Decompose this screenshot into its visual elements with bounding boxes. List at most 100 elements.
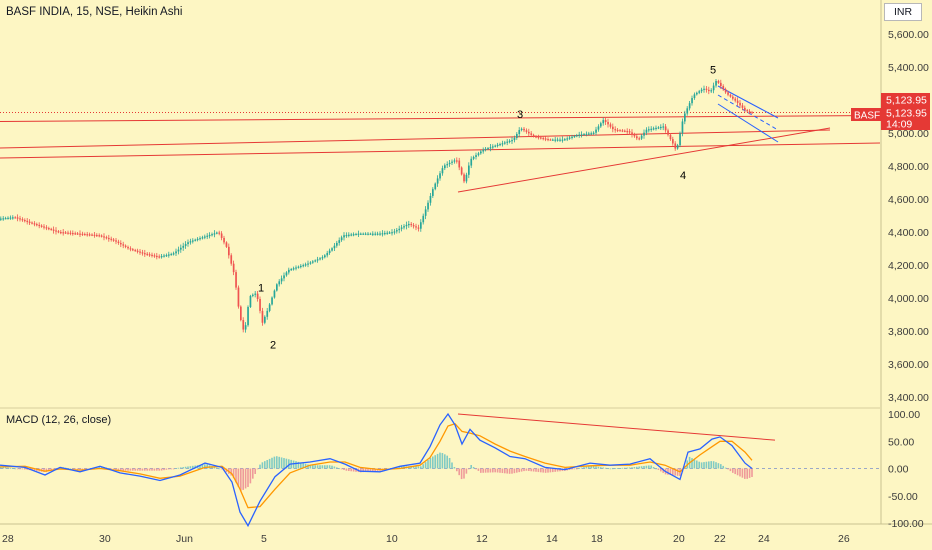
candle: [559, 139, 561, 141]
macd-histogram-bar: [177, 467, 180, 469]
candle: [566, 138, 569, 140]
macd-histogram-bar: [748, 468, 751, 478]
macd-histogram-bar: [660, 468, 662, 472]
channel-upper[interactable]: [717, 85, 779, 119]
macd-histogram-bar: [460, 468, 463, 480]
macd-histogram-bar: [398, 466, 400, 469]
time-axis-tick: 28: [2, 533, 14, 545]
price-axis-tick: 5,600.00: [888, 29, 929, 41]
candle: [40, 225, 43, 227]
candle: [206, 235, 209, 237]
macd-histogram-bar: [297, 461, 300, 469]
macd-histogram-bar: [696, 460, 698, 469]
macd-histogram-bar: [590, 465, 592, 469]
macd-histogram-bar: [717, 463, 720, 469]
candle: [266, 310, 269, 317]
macd-histogram-bar: [230, 468, 232, 476]
macd-histogram-bar: [316, 465, 319, 469]
candle: [348, 234, 350, 236]
candle: [648, 129, 650, 131]
candle: [357, 233, 360, 235]
macd-histogram-bar: [571, 468, 573, 470]
macd-histogram-bar: [436, 453, 439, 469]
macd-histogram-bar: [578, 468, 580, 469]
macd-histogram-bar: [504, 468, 506, 474]
candle: [672, 139, 674, 144]
macd-histogram-bar: [136, 468, 139, 471]
candle: [290, 269, 293, 271]
macd-histogram-bar: [458, 468, 460, 476]
candle: [472, 156, 475, 159]
macd-histogram-bar: [616, 468, 619, 469]
macd-histogram-bar: [33, 468, 36, 471]
macd-histogram-bar: [199, 464, 201, 469]
macd-histogram-bar: [669, 468, 672, 475]
macd-histogram-bar: [523, 468, 525, 472]
candle: [664, 126, 667, 131]
macd-histogram-bar: [501, 468, 504, 474]
candle: [528, 131, 530, 134]
candle: [741, 105, 744, 108]
macd-histogram-bar: [189, 466, 192, 469]
candle: [564, 139, 566, 141]
macd-histogram-bar: [364, 468, 367, 472]
trendline[interactable]: [0, 115, 881, 122]
macd-histogram-bar: [556, 468, 559, 472]
candle: [336, 242, 338, 246]
candle: [477, 153, 480, 156]
time-axis-tick: 30: [99, 533, 111, 545]
candle: [33, 223, 36, 225]
candle: [468, 165, 470, 175]
candle: [223, 237, 225, 243]
time-axis-tick: 22: [714, 533, 726, 545]
candle: [189, 241, 192, 243]
candle: [657, 127, 660, 129]
macd-histogram-bar: [506, 468, 508, 474]
candle: [324, 255, 326, 258]
channel-mid[interactable]: [717, 94, 779, 131]
macd-histogram-bar: [446, 455, 448, 469]
price-axis-tick: 3,400.00: [888, 392, 929, 404]
macd-histogram-bar: [2, 467, 4, 469]
macd-histogram-bar: [609, 468, 612, 470]
trendline[interactable]: [457, 127, 831, 193]
macd-histogram-bar: [165, 468, 168, 470]
macd-histogram-bar: [516, 468, 518, 473]
trendline[interactable]: [0, 142, 881, 159]
candle: [132, 249, 134, 251]
last-price-text: 5,123.95: [886, 95, 927, 107]
macd-histogram-bar: [168, 468, 170, 470]
candle: [14, 217, 17, 219]
macd-histogram-bar: [662, 468, 664, 473]
symbol-badge: [851, 108, 881, 121]
candle: [136, 250, 139, 252]
channel-lower[interactable]: [717, 103, 779, 143]
candle: [734, 98, 737, 101]
candle: [350, 234, 353, 236]
candle: [309, 262, 312, 264]
macd-histogram-bar: [619, 467, 621, 469]
candle: [124, 245, 127, 247]
time-axis-tick: 24: [758, 533, 770, 545]
macd-histogram-bar: [720, 464, 722, 469]
macd-histogram-bar: [482, 468, 484, 473]
macd-histogram-bar: [216, 467, 218, 469]
macd-histogram-bar: [259, 464, 261, 469]
last-price-badge-2: [881, 106, 930, 130]
macd-histogram-bar: [715, 462, 717, 469]
candle: [415, 226, 417, 228]
candle: [108, 237, 110, 240]
macd-histogram-bar: [218, 468, 220, 470]
candle: [237, 287, 240, 307]
trendline[interactable]: [0, 129, 831, 149]
currency-selector[interactable]: INR: [884, 3, 922, 21]
macd-divergence-line[interactable]: [457, 413, 776, 441]
macd-histogram-bar: [451, 462, 453, 469]
candle: [220, 233, 223, 238]
candle: [518, 130, 521, 134]
candle: [252, 294, 254, 296]
candle: [441, 168, 444, 174]
candle: [0, 218, 2, 220]
macd-histogram-bar: [81, 468, 84, 470]
